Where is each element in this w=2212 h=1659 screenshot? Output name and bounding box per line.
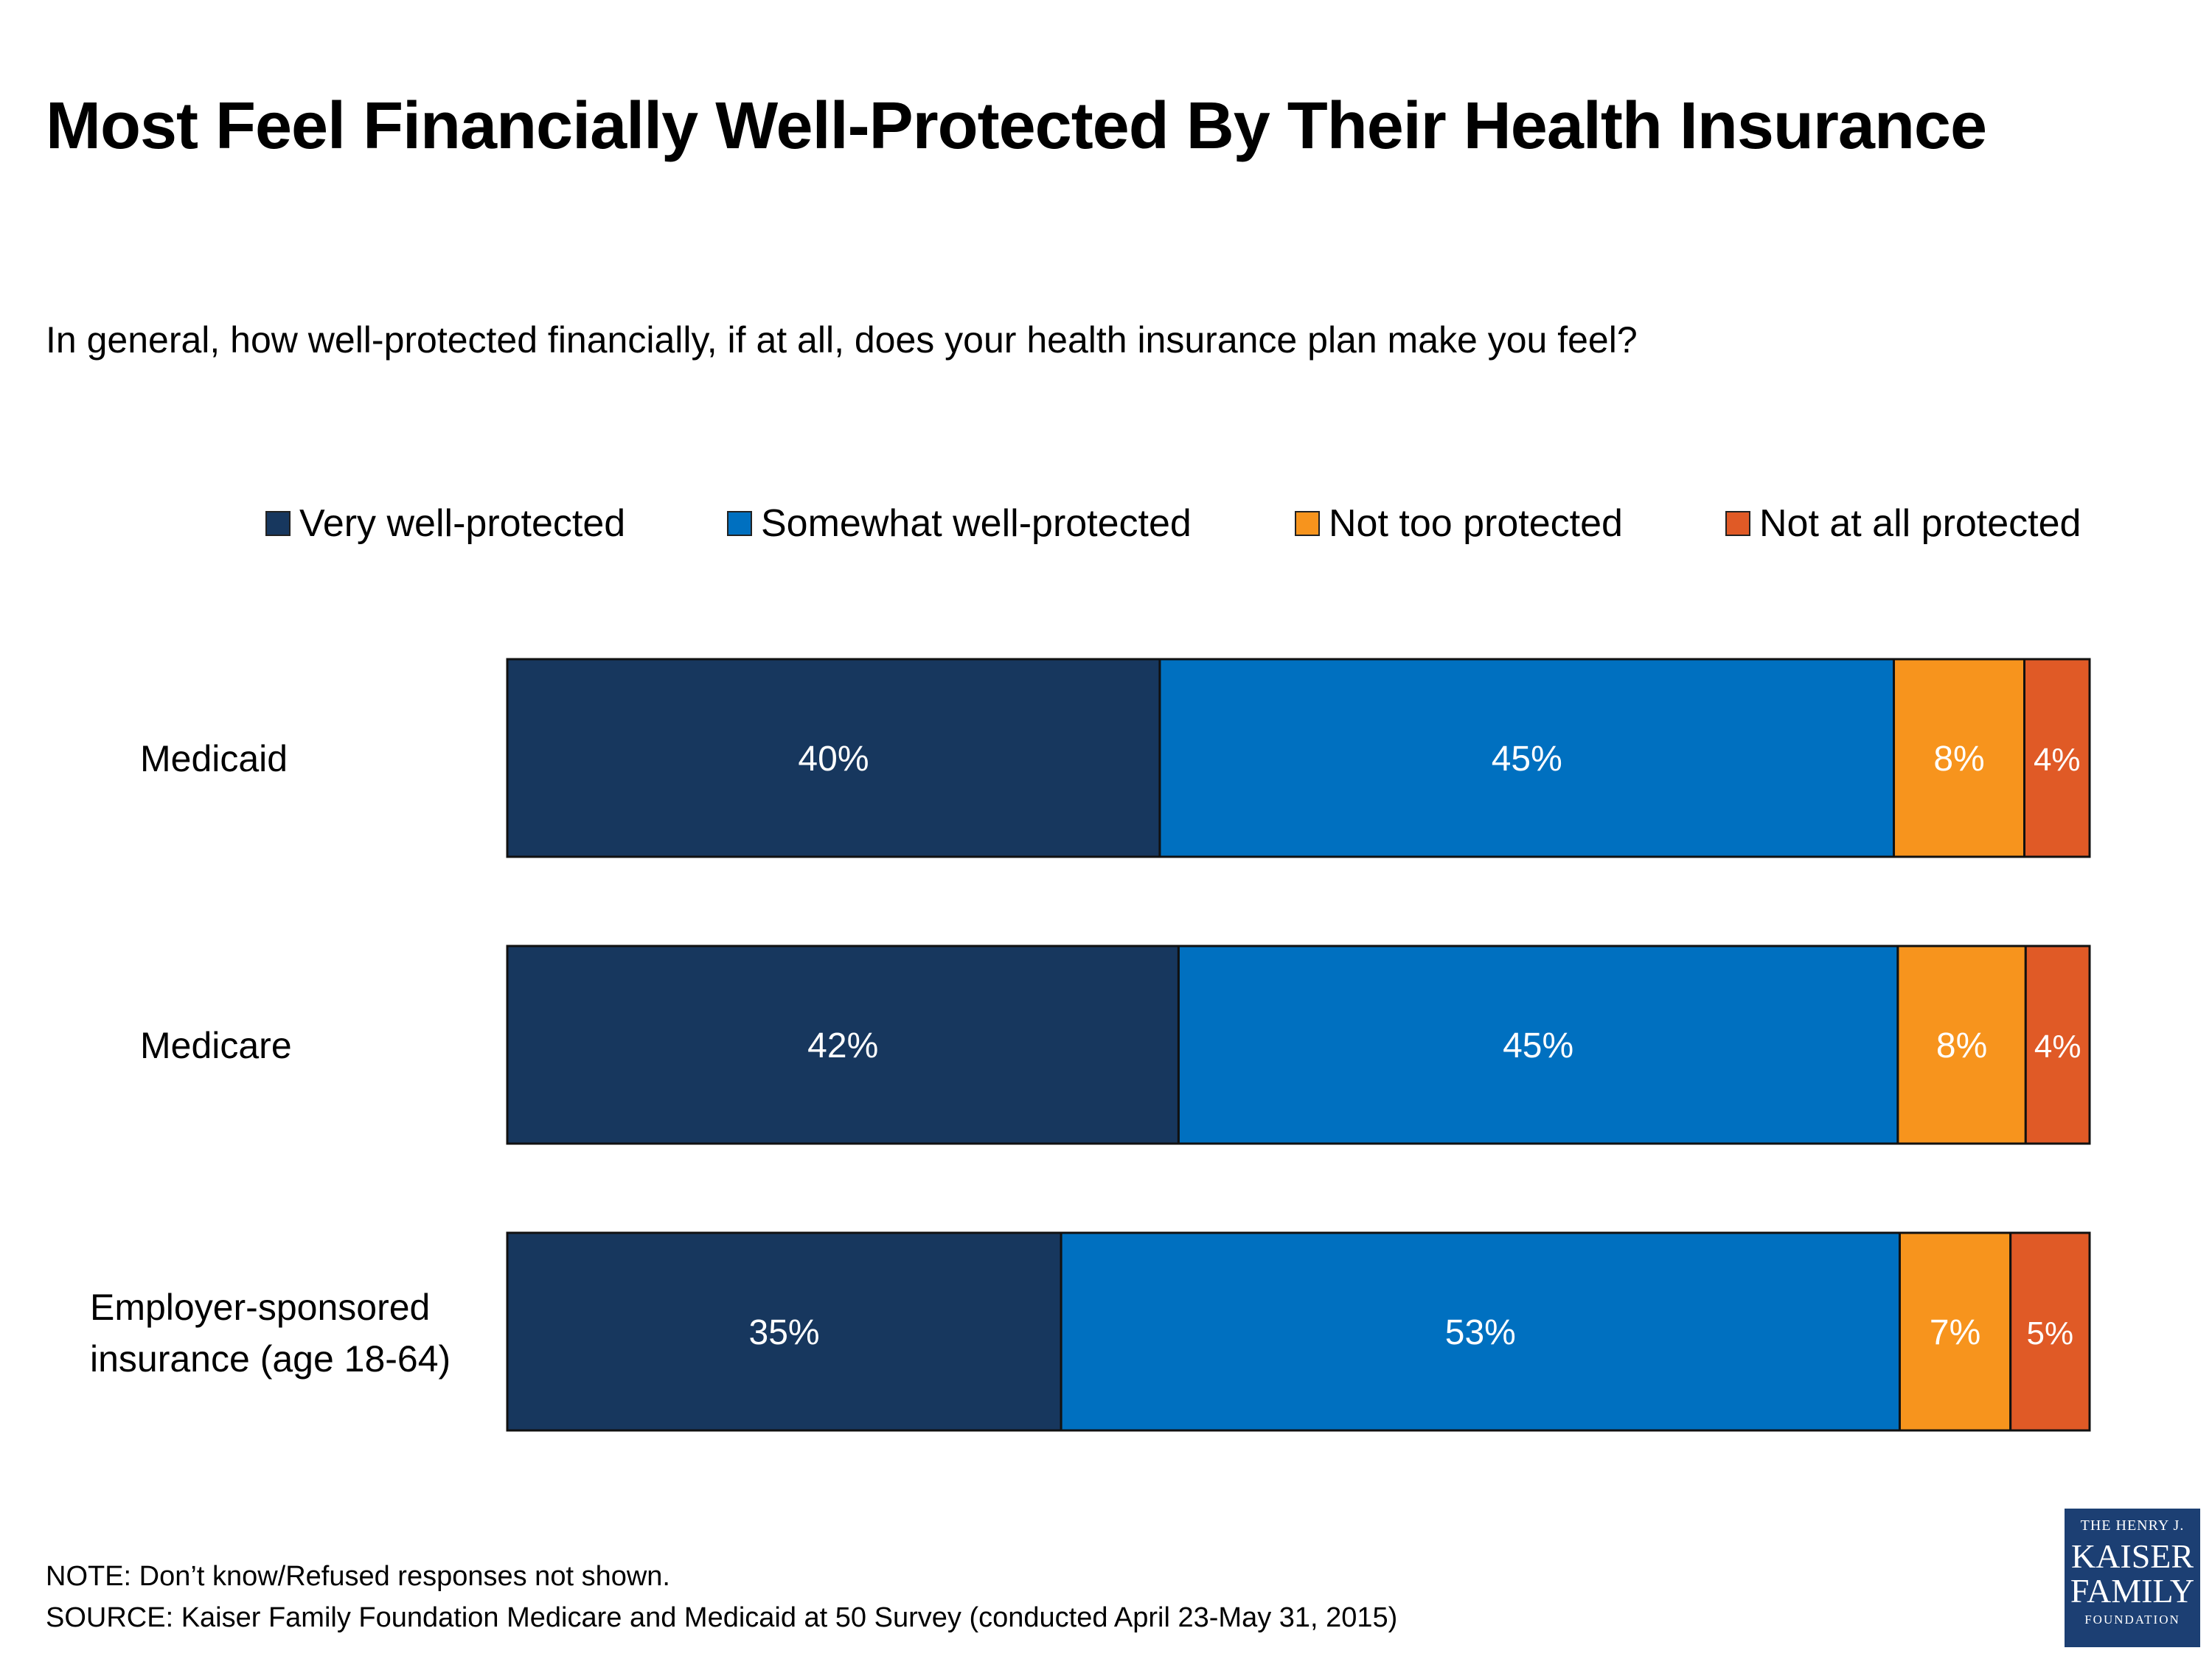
data-label-not-at-all-protected-3: 5% xyxy=(2027,1315,2074,1352)
category-label-medicaid: Medicaid xyxy=(140,738,288,779)
data-label-somewhat-well-protected-1: 45% xyxy=(1492,740,1562,779)
logo-line-4: FOUNDATION xyxy=(2084,1613,2180,1627)
category-label-employer: Employer-sponsored insurance (age 18-64) xyxy=(90,1287,451,1380)
legend-item-somewhat: Somewhat well-protected xyxy=(727,501,1192,546)
bar-segment-very-well-protected-2 xyxy=(506,945,1180,1145)
legend-item-not-too: Not too protected xyxy=(1295,501,1623,546)
bar-segment-not-too-protected-3 xyxy=(1898,1231,2012,1432)
legend-label-somewhat: Somewhat well-protected xyxy=(761,502,1192,545)
legend-label-very: Very well-protected xyxy=(299,502,626,545)
category-label-medicare: Medicare xyxy=(140,1025,292,1066)
data-label-not-at-all-protected-1: 4% xyxy=(2034,742,2081,778)
legend-label-not-too: Not too protected xyxy=(1329,502,1623,545)
note-text: NOTE: Don’t know/Refused responses not s… xyxy=(46,1561,670,1592)
data-label-very-well-protected-3: 35% xyxy=(749,1313,820,1352)
legend-label-not-at-all: Not at all protected xyxy=(1759,502,2081,545)
logo-line-1: THE HENRY J. xyxy=(2080,1517,2185,1534)
source-text: SOURCE: Kaiser Family Foundation Medicar… xyxy=(46,1602,1398,1633)
logo-line-3: FAMILY xyxy=(2070,1572,2195,1610)
data-label-very-well-protected-2: 42% xyxy=(807,1026,878,1065)
chart-title: Most Feel Financially Well-Protected By … xyxy=(46,89,1987,163)
legend-item-not-at-all: Not at all protected xyxy=(1725,501,2081,546)
data-label-not-too-protected-1: 8% xyxy=(1933,740,1984,779)
data-label-somewhat-well-protected-2: 45% xyxy=(1503,1026,1573,1065)
footnotes: NOTE: Don’t know/Refused responses not s… xyxy=(46,1556,1397,1638)
bar-segment-not-at-all-protected-1 xyxy=(2023,658,2091,858)
data-label-somewhat-well-protected-3: 53% xyxy=(1445,1313,1516,1352)
legend-swatch-not-at-all xyxy=(1725,511,1750,536)
data-label-not-too-protected-3: 7% xyxy=(1930,1313,1980,1352)
bar-segment-somewhat-well-protected-3 xyxy=(1060,1231,1901,1432)
chart-subtitle: In general, how well-protected financial… xyxy=(46,319,1638,361)
legend-swatch-somewhat xyxy=(727,511,752,536)
data-label-not-too-protected-2: 8% xyxy=(1936,1026,1987,1065)
legend-swatch-not-too xyxy=(1295,511,1320,536)
data-label-not-at-all-protected-2: 4% xyxy=(2034,1029,2081,1065)
bar-segment-not-at-all-protected-2 xyxy=(2024,945,2091,1145)
kff-logo: THE HENRY J. KAISER FAMILY FOUNDATION xyxy=(2065,1509,2200,1647)
bar-segment-somewhat-well-protected-1 xyxy=(1158,658,1896,858)
bar-segment-not-at-all-protected-3 xyxy=(2009,1231,2091,1432)
bar-segment-somewhat-well-protected-2 xyxy=(1177,945,1899,1145)
legend-item-very: Very well-protected xyxy=(265,501,625,546)
bar-segment-very-well-protected-3 xyxy=(506,1231,1062,1432)
data-label-very-well-protected-1: 40% xyxy=(798,740,869,779)
legend-swatch-very xyxy=(265,511,291,536)
logo-line-2: KAISER xyxy=(2070,1537,2194,1575)
